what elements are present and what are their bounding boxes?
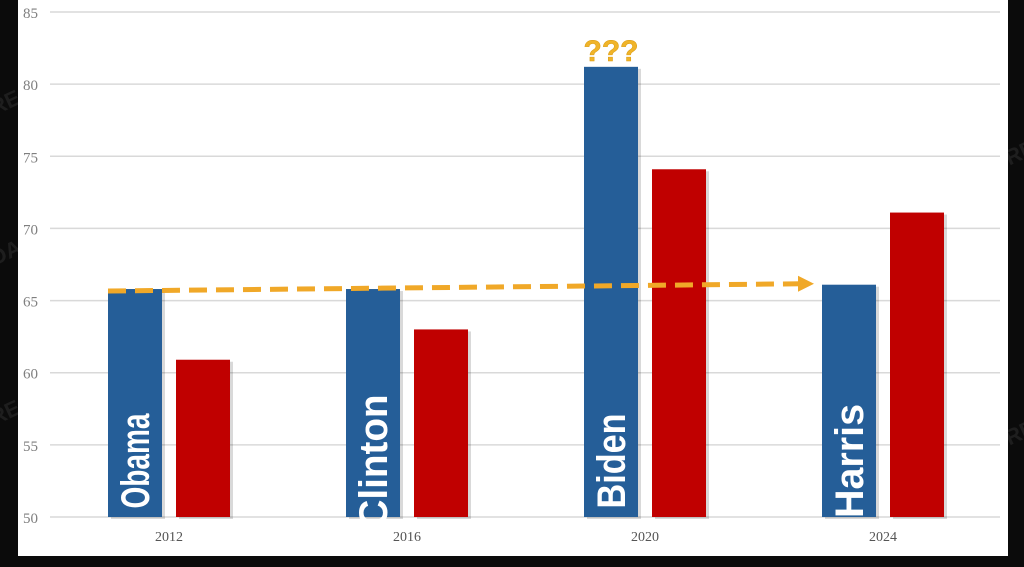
dashed-arrow-line xyxy=(107,281,809,294)
x-tick-label: 2016 xyxy=(393,530,421,545)
x-tick-label: 2024 xyxy=(869,530,897,545)
y-tick-label: 75 xyxy=(23,150,38,166)
bar-chart: 50 55 60 65 70 75 80 85 Obama 2012 Clinton 2016 Bide… xyxy=(23,6,1000,545)
y-tick-label: 85 xyxy=(23,6,38,22)
bar-republican-2020 xyxy=(652,169,706,517)
bar-democrat-2024 xyxy=(822,284,876,517)
bar-republican-2024 xyxy=(890,212,944,518)
bar-label-biden: Biden xyxy=(590,414,634,509)
bar-democrat-2016 xyxy=(346,289,400,517)
chart-area: 50 55 60 65 70 75 80 85 Obama 2012 Clinton 2016 Bide… xyxy=(18,0,1008,556)
x-tick-label: 2020 xyxy=(631,530,659,545)
y-tick-label: 80 xyxy=(23,78,38,94)
bar-label-harris: Harris xyxy=(828,404,872,518)
y-tick-label: 55 xyxy=(23,439,38,455)
bar-label-obama: Obama xyxy=(114,413,158,509)
bar-democrat-2012 xyxy=(108,289,162,517)
y-tick-label: 65 xyxy=(23,295,38,311)
bar-label-clinton: Clinton xyxy=(352,395,396,528)
y-tick-label: 60 xyxy=(23,367,38,383)
y-tick-label: 50 xyxy=(23,511,38,527)
bar-republican-2016 xyxy=(414,329,468,517)
x-tick-label: 2012 xyxy=(155,530,183,545)
question-marks: ??? xyxy=(584,35,639,68)
y-tick-label: 70 xyxy=(23,222,38,238)
arrowhead-icon xyxy=(798,275,814,292)
bar-democrat-2020 xyxy=(584,66,638,517)
bar-republican-2012 xyxy=(176,359,230,517)
